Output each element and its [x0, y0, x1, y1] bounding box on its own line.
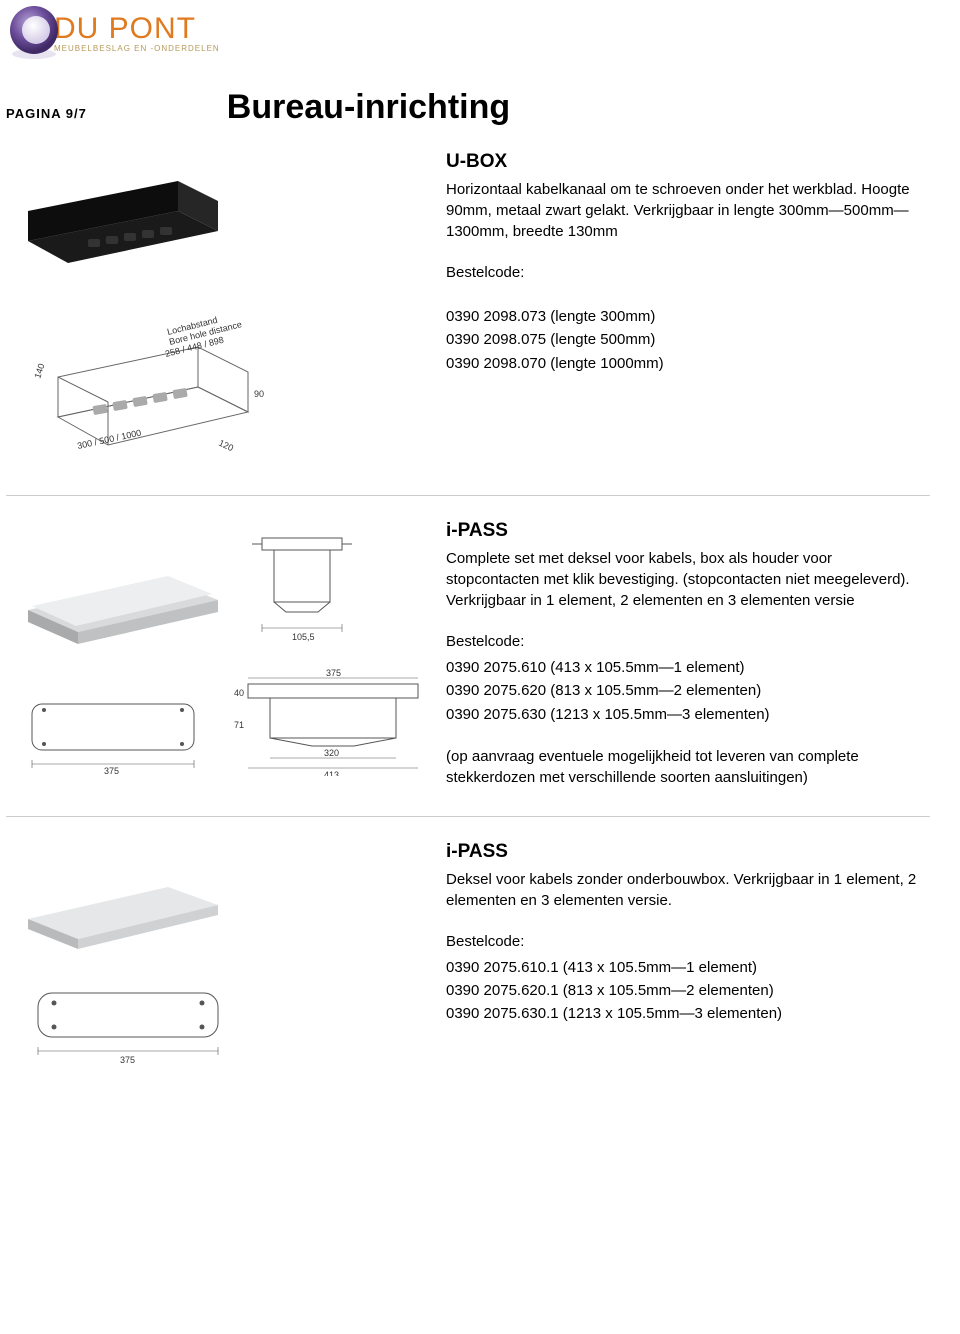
svg-text:90: 90: [254, 389, 264, 399]
order-code: 0390 2075.610 (413 x 105.5mm—1 element): [446, 656, 920, 679]
svg-text:40: 40: [234, 688, 244, 698]
bestelcode-label: Bestelcode:: [446, 264, 920, 281]
product-photo-ubox: [18, 151, 228, 271]
product-photo-ipass: [18, 540, 228, 650]
brand-logo: DU PONT MEUBELBESLAG EN -ONDERDELEN: [6, 4, 930, 60]
product-description: Horizontaal kabelkanaal om te schroeven …: [446, 179, 920, 242]
order-code: 0390 2075.630.1 (1213 x 105.5mm—3 elemen…: [446, 1002, 920, 1025]
svg-text:120: 120: [217, 438, 235, 453]
bestelcode-label: Bestelcode:: [446, 933, 920, 950]
product-section-ipass-deksel: 375 i-PASS Deksel voor kabels zonder ond…: [6, 817, 930, 1095]
logo-icon: [6, 4, 62, 60]
product-section-ipass-complete: 105,5 375 40 71: [6, 496, 930, 817]
svg-text:320: 320: [324, 748, 339, 758]
product-description: Deksel voor kabels zonder onderbouwbox. …: [446, 869, 920, 911]
product-title: i-PASS: [446, 520, 920, 542]
page-title: Bureau-inrichting: [227, 88, 510, 127]
product-photo-ipass-lid: [18, 841, 228, 961]
order-code: 0390 2075.620.1 (813 x 105.5mm—2 element…: [446, 979, 920, 1002]
order-code: 0390 2075.620 (813 x 105.5mm—2 elementen…: [446, 679, 920, 702]
bestelcode-label: Bestelcode:: [446, 633, 920, 650]
svg-text:300 / 500 / 1000: 300 / 500 / 1000: [76, 428, 142, 451]
order-code: 0390 2098.070 (lengte 1000mm): [446, 352, 920, 375]
svg-text:413: 413: [324, 770, 339, 776]
order-code: 0390 2075.630 (1213 x 105.5mm—3 elemente…: [446, 703, 920, 726]
product-description: Complete set met deksel voor kabels, box…: [446, 548, 920, 611]
order-code: 0390 2098.073 (lengte 300mm): [446, 305, 920, 328]
product-note: (op aanvraag eventuele mogelijkheid tot …: [446, 746, 920, 788]
order-code: 0390 2075.610.1 (413 x 105.5mm—1 element…: [446, 956, 920, 979]
svg-text:375: 375: [120, 1055, 135, 1065]
product-section-ubox: 140 300 / 500 / 1000 120 90 Lochabstand …: [6, 127, 930, 496]
logo-subtext: MEUBELBESLAG EN -ONDERDELEN: [54, 44, 220, 53]
svg-text:140: 140: [32, 362, 46, 379]
technical-drawing-ipass-lid: 375: [18, 977, 238, 1067]
svg-text:375: 375: [326, 668, 341, 678]
svg-text:105,5: 105,5: [292, 632, 315, 642]
technical-drawing-ubox: 140 300 / 500 / 1000 120 90 Lochabstand …: [18, 287, 278, 467]
technical-drawing-ipass-side: 40 71 375 320 413: [222, 666, 442, 776]
technical-drawing-ipass-front: 375: [18, 686, 208, 776]
product-title: i-PASS: [446, 841, 920, 863]
order-code: 0390 2098.075 (lengte 500mm): [446, 328, 920, 351]
product-title: U-BOX: [446, 151, 920, 173]
technical-drawing-ipass-section: 105,5: [242, 520, 362, 650]
svg-text:71: 71: [234, 720, 244, 730]
logo-text: DU PONT: [54, 12, 220, 46]
page-number: PAGINA 9/7: [6, 88, 87, 121]
svg-text:375: 375: [104, 766, 119, 776]
